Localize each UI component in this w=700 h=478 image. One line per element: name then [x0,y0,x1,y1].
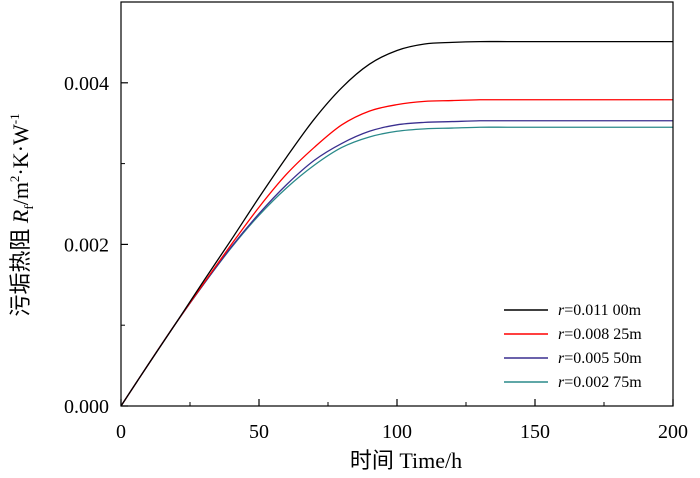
y-axis-title-subscript: f [21,205,36,210]
plot-frame [120,1,674,407]
legend-label: r=0.002 75m [558,374,642,391]
x-axis: 0 50 100 150 200 [116,399,688,443]
legend-label: r=0.011 00m [558,302,642,319]
y-tick-label: 0.004 [64,73,109,95]
y-axis-title-unit-a: /m [8,182,33,205]
series-line-3 [120,120,673,407]
y-axis-title-sup-b: -1 [7,113,22,124]
y-tick-label: 0.002 [64,234,109,256]
legend-item: r=0.011 00m [504,302,642,319]
series-line-2 [120,99,673,407]
y-axis-title-prefix: 污垢热阻 [8,223,33,317]
plot-lines [120,40,673,407]
y-axis-title: 污垢热阻 Rf/m2·K·W-1 [7,113,36,316]
y-axis-title-sup-a: 2 [7,176,22,183]
x-tick-label: 100 [382,421,412,443]
x-axis-title: 时间 Time/h [350,448,462,473]
y-axis-title-symbol: R [8,209,33,224]
series-line-1 [120,40,673,407]
legend: r=0.011 00m r=0.008 25m r=0.005 50m r=0.002… [504,302,642,391]
x-tick-label: 0 [116,421,126,443]
y-axis-title-unit-b: ·K·W [8,124,33,176]
y-axis: 0.000 0.002 0.004 [64,73,128,418]
legend-label: r=0.008 25m [558,326,642,343]
y-tick-label: 0.000 [64,396,109,418]
legend-item: r=0.008 25m [504,326,642,343]
x-tick-label: 150 [520,421,550,443]
x-tick-label: 200 [658,421,688,443]
legend-item: r=0.005 50m [504,350,642,367]
legend-label: r=0.005 50m [558,350,642,367]
x-tick-label: 50 [249,421,269,443]
legend-item: r=0.002 75m [504,374,642,391]
